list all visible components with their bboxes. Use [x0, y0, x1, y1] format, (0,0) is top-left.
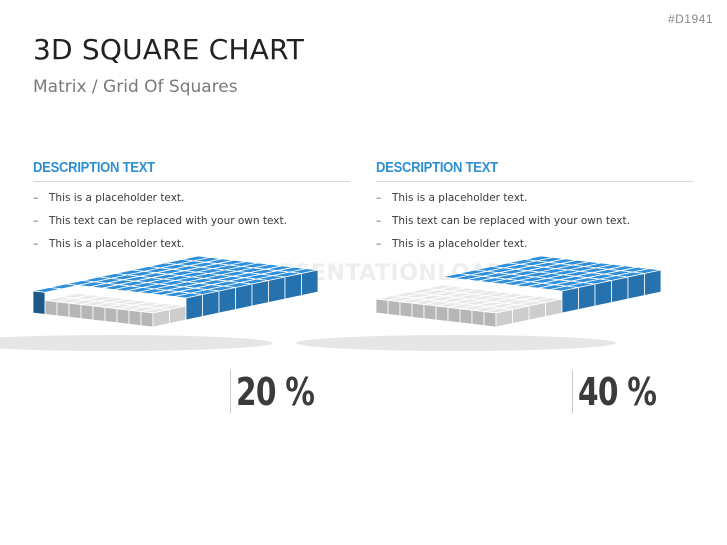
side-face	[644, 269, 662, 296]
bullet-text: This text can be replaced with your own …	[392, 215, 630, 227]
bullet-item: – This text can be replaced with your own…	[33, 214, 351, 237]
side-face	[301, 269, 319, 296]
bullet-text: This is a placeholder text.	[49, 238, 185, 250]
percent-label-right: 40 %	[578, 370, 657, 414]
side-face	[202, 290, 220, 317]
highlight-front-face	[447, 306, 461, 324]
highlight-front-face	[387, 299, 401, 317]
bullet-item: – This is a placeholder text.	[33, 237, 351, 260]
slide-subtitle: Matrix / Grid Of Squares	[33, 77, 238, 97]
bullet-text: This text can be replaced with your own …	[49, 215, 287, 227]
panel-heading: DESCRIPTION TEXT	[376, 160, 693, 182]
side-face	[251, 280, 269, 307]
chart-shadow	[0, 335, 273, 351]
highlight-front-face	[56, 301, 70, 318]
highlight-front-face	[140, 311, 154, 328]
highlight-side-face	[512, 305, 530, 324]
highlight-front-face	[375, 298, 389, 315]
side-face	[627, 273, 645, 300]
side-face	[284, 273, 302, 300]
highlight-side-face	[528, 302, 546, 321]
bullet-list: – This is a placeholder text. – This text …	[33, 191, 351, 260]
percent-rule-left	[230, 370, 231, 413]
front-face	[32, 290, 46, 315]
highlight-side-face	[152, 309, 170, 328]
bullet-dash: –	[33, 215, 39, 227]
highlight-side-face	[495, 309, 513, 328]
highlight-front-face	[44, 299, 58, 317]
highlight-front-face	[68, 302, 82, 320]
highlight-front-face	[483, 311, 497, 328]
bullet-dash: –	[33, 238, 39, 250]
bullet-list: – This is a placeholder text. – This text …	[376, 191, 694, 260]
bullet-dash: –	[376, 238, 382, 250]
slide-title: 3D SQUARE CHART	[33, 33, 305, 66]
bullet-text: This is a placeholder text.	[49, 192, 185, 204]
side-face	[561, 287, 579, 314]
highlight-front-face	[459, 308, 473, 325]
highlight-front-face	[435, 305, 449, 322]
bullet-item: – This is a placeholder text.	[376, 237, 694, 260]
highlight-front-face	[399, 301, 413, 318]
side-face	[611, 276, 629, 303]
bullet-text: This is a placeholder text.	[392, 192, 528, 204]
panel-left: DESCRIPTION TEXT – This is a placeholder …	[33, 160, 351, 260]
bullet-item: – This text can be replaced with your own…	[376, 214, 694, 237]
highlight-side-face	[169, 305, 187, 324]
bullet-dash: –	[376, 192, 382, 204]
bullet-text: This is a placeholder text.	[392, 238, 528, 250]
highlight-front-face	[411, 302, 425, 320]
highlight-front-face	[104, 306, 118, 324]
percent-label-left: 20 %	[236, 370, 315, 414]
bullet-item: – This is a placeholder text.	[376, 191, 694, 214]
chart-shadow	[296, 335, 616, 351]
percent-rule-right	[572, 370, 573, 413]
side-face	[218, 287, 236, 314]
bullet-item: – This is a placeholder text.	[33, 191, 351, 214]
side-face	[578, 283, 596, 310]
highlight-front-face	[128, 309, 142, 327]
highlight-front-face	[423, 304, 437, 321]
highlight-front-face	[92, 305, 106, 322]
highlight-front-face	[116, 308, 130, 325]
highlight-front-face	[471, 309, 485, 327]
side-face	[268, 276, 286, 303]
bullet-dash: –	[376, 215, 382, 227]
bullet-dash: –	[33, 192, 39, 204]
side-face	[594, 280, 612, 307]
side-face	[235, 283, 253, 310]
highlight-side-face	[545, 298, 563, 317]
side-face	[185, 294, 203, 321]
highlight-front-face	[80, 304, 94, 321]
panel-right: DESCRIPTION TEXT – This is a placeholder …	[376, 160, 694, 260]
code-tag: #D1941	[667, 12, 713, 26]
panel-heading: DESCRIPTION TEXT	[33, 160, 350, 182]
